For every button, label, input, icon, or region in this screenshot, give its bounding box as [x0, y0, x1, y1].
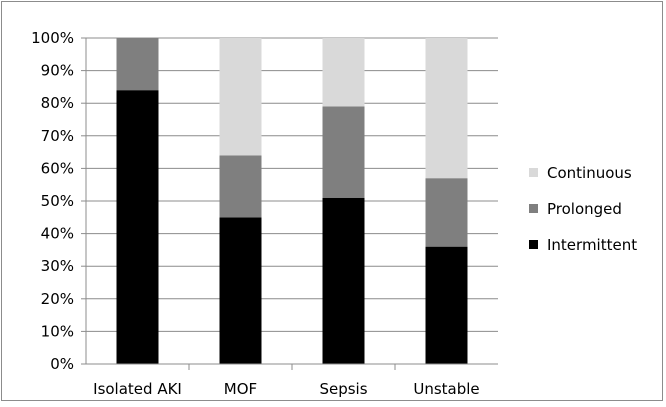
- legend: Continuous Prolonged Intermittent: [529, 164, 637, 254]
- legend-label-prolonged: Prolonged: [547, 200, 622, 218]
- legend-label-intermittent: Intermittent: [547, 236, 637, 254]
- y-tick-label: 90%: [41, 62, 74, 80]
- bar-segment-continuous: [219, 38, 262, 156]
- legend-swatch-prolonged: [529, 204, 538, 213]
- bar-segment-prolonged: [425, 178, 468, 247]
- bar-segment-continuous: [322, 38, 365, 107]
- legend-swatch-intermittent: [529, 240, 538, 249]
- bar-segment-prolonged: [116, 38, 159, 91]
- y-tick-label: 80%: [41, 94, 74, 112]
- bar-segment-intermittent: [322, 197, 365, 364]
- x-tick-label: Isolated AKI: [93, 380, 182, 398]
- bar-segment-intermittent: [116, 90, 159, 364]
- bars: [116, 38, 468, 364]
- x-tick-label: Sepsis: [319, 380, 367, 398]
- bar-segment-prolonged: [322, 106, 365, 198]
- x-tick-label: MOF: [224, 380, 257, 398]
- y-tick-label: 60%: [41, 159, 74, 177]
- x-tick-labels: Isolated AKI MOF Sepsis Unstable: [93, 380, 480, 398]
- stacked-bar-chart: 0% 10% 20% 30% 40% 50% 60% 70% 80% 90% 100% Isolat…: [31, 29, 637, 398]
- y-tick-label: 70%: [41, 127, 74, 145]
- y-tick-label: 30%: [41, 257, 74, 275]
- legend-label-continuous: Continuous: [547, 164, 632, 182]
- y-tick-label: 50%: [41, 192, 74, 210]
- bar-segment-prolonged: [219, 155, 262, 218]
- y-tick-label: 20%: [41, 290, 74, 308]
- y-tick-labels: 0% 10% 20% 30% 40% 50% 60% 70% 80% 90% 100%: [31, 29, 74, 373]
- y-tick-label: 10%: [41, 322, 74, 340]
- y-tick-label: 100%: [31, 29, 74, 47]
- bar-segment-continuous: [425, 38, 468, 179]
- bar-segment-intermittent: [425, 246, 468, 364]
- bar-segment-intermittent: [219, 217, 262, 364]
- y-tick-label: 0%: [50, 355, 74, 373]
- y-tick-label: 40%: [41, 225, 74, 243]
- x-tick-label: Unstable: [413, 380, 479, 398]
- axes: [81, 37, 498, 370]
- legend-swatch-continuous: [529, 168, 538, 177]
- chart-frame: 0% 10% 20% 30% 40% 50% 60% 70% 80% 90% 100% Isolat…: [1, 1, 663, 401]
